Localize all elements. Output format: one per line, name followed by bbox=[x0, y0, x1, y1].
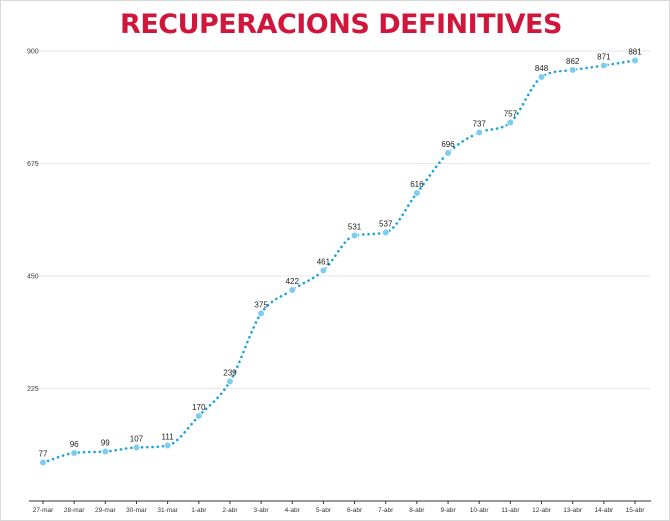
x-tick-label: 1-abr bbox=[191, 507, 207, 514]
x-tick-label: 12-abr bbox=[532, 507, 552, 514]
x-tick-label: 11-abr bbox=[501, 507, 520, 514]
data-label: 375 bbox=[254, 301, 268, 310]
data-label: 107 bbox=[130, 435, 144, 444]
data-point bbox=[70, 449, 78, 457]
x-tick-label: 14-abr bbox=[594, 507, 614, 514]
data-label: 96 bbox=[70, 440, 79, 449]
data-label: 461 bbox=[317, 258, 331, 267]
data-label: 531 bbox=[348, 223, 362, 232]
y-tick-label: 225 bbox=[27, 386, 39, 393]
data-label: 616 bbox=[410, 180, 424, 189]
data-point bbox=[226, 377, 234, 386]
data-label: 848 bbox=[535, 64, 549, 73]
data-point bbox=[413, 189, 421, 197]
x-tick-label: 5-abr bbox=[316, 507, 332, 514]
y-tick-label: 450 bbox=[27, 274, 39, 281]
data-label: 537 bbox=[379, 220, 393, 229]
data-point bbox=[319, 266, 328, 275]
chart-title: RECUPERACIONS DEFINITIVES bbox=[120, 9, 562, 40]
data-label: 862 bbox=[566, 57, 580, 66]
x-tick-label: 3-abr bbox=[254, 507, 270, 514]
data-point bbox=[537, 73, 546, 81]
x-axis-ticks: 27-mar 28-mar 29-mar 30-mar 31-mar 1-abr 2-abr… bbox=[33, 501, 646, 514]
data-point bbox=[39, 458, 47, 467]
data-label: 422 bbox=[286, 277, 300, 286]
data-point bbox=[506, 118, 515, 127]
x-tick-label: 9-abr bbox=[440, 507, 456, 514]
x-tick-label: 2-abr bbox=[222, 507, 238, 514]
y-tick-label: 675 bbox=[27, 161, 39, 168]
data-point bbox=[257, 309, 265, 318]
data-point bbox=[600, 61, 608, 70]
x-tick-label: 30-mar bbox=[126, 507, 147, 514]
x-tick-label: 10-abr bbox=[470, 507, 490, 514]
data-point bbox=[475, 128, 484, 137]
data-label: 881 bbox=[628, 48, 642, 57]
x-tick-label: 4-abr bbox=[285, 507, 301, 514]
data-label: 696 bbox=[441, 140, 455, 149]
x-tick-label: 7-abr bbox=[378, 507, 394, 514]
series-line bbox=[41, 59, 637, 464]
x-tick-label: 8-abr bbox=[409, 507, 425, 514]
data-point bbox=[381, 228, 390, 237]
data-point bbox=[444, 149, 452, 157]
data-point bbox=[350, 231, 359, 240]
data-label: 77 bbox=[39, 450, 48, 459]
x-tick-label: 28-mar bbox=[64, 507, 85, 514]
y-tick-label: 900 bbox=[27, 49, 39, 56]
data-point bbox=[631, 56, 639, 65]
data-point bbox=[101, 447, 110, 456]
data-labels: 77 96 99 107 111 170 239 375 422 461 531 537 616 696 7… bbox=[39, 48, 643, 459]
x-tick-label: 13-abr bbox=[563, 507, 583, 514]
data-label: 99 bbox=[101, 439, 110, 448]
data-label: 239 bbox=[223, 369, 237, 378]
data-point bbox=[288, 286, 297, 294]
x-tick-label: 6-abr bbox=[347, 507, 363, 514]
x-tick-label: 29-mar bbox=[95, 507, 116, 514]
x-tick-label: 31-mar bbox=[157, 507, 178, 514]
data-point bbox=[132, 443, 141, 452]
data-label: 170 bbox=[192, 403, 206, 412]
data-point bbox=[568, 66, 577, 74]
gridlines bbox=[29, 50, 651, 389]
x-tick-label: 27-mar bbox=[33, 507, 54, 514]
data-label: 111 bbox=[162, 433, 175, 442]
data-point bbox=[163, 441, 172, 450]
data-label: 757 bbox=[504, 110, 518, 119]
data-label: 871 bbox=[597, 53, 611, 62]
x-tick-label: 15-abr bbox=[626, 507, 646, 514]
data-label: 737 bbox=[473, 120, 487, 129]
data-points bbox=[39, 56, 639, 467]
data-point bbox=[194, 412, 203, 420]
y-axis-ticks: 900 675 450 225 bbox=[27, 49, 39, 394]
